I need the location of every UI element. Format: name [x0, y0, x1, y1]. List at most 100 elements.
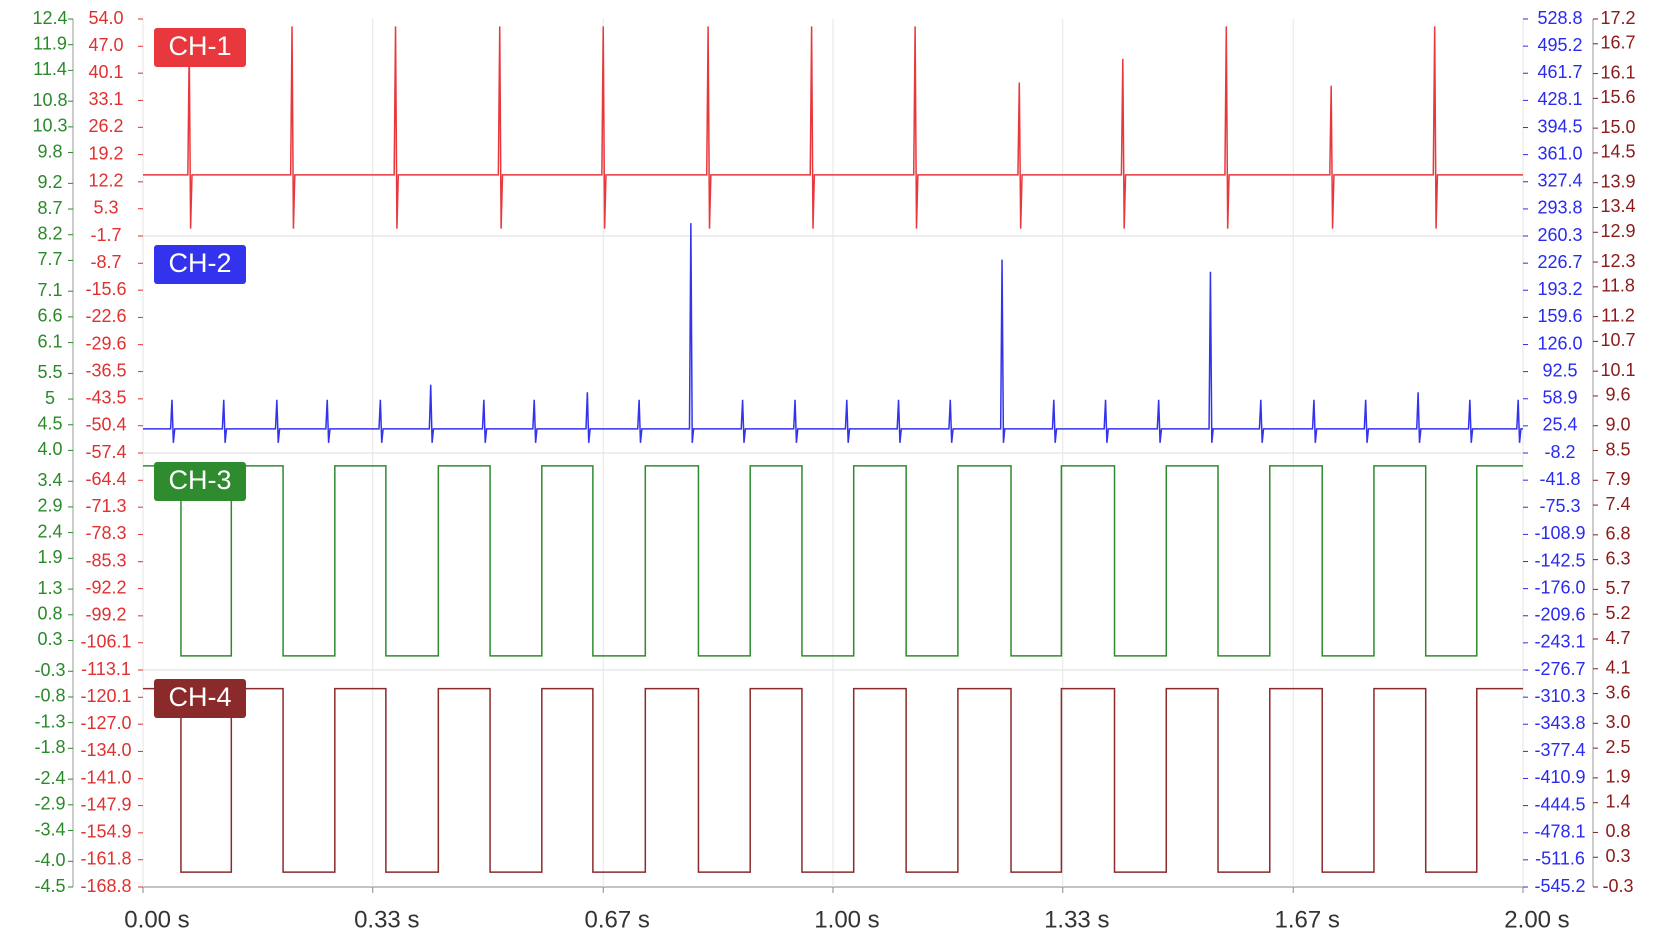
- trace: [143, 687, 1523, 873]
- x-tick-label: 0.67 s: [585, 906, 650, 933]
- channel-badge: [154, 462, 246, 501]
- y-tick-label: 1.4: [1605, 791, 1630, 811]
- y-tick-label: -43.5: [85, 388, 126, 408]
- y-tick-label: 11.8: [1601, 276, 1635, 296]
- y-tick-label: 461.7: [1537, 62, 1582, 82]
- y-tick-label: 2.5: [1605, 737, 1630, 757]
- y-tick-label: -71.3: [85, 496, 126, 516]
- y-tick-label: -154.9: [80, 822, 131, 842]
- y-tick-label: 159.6: [1537, 306, 1582, 326]
- labels: 0.00 s 0.33 s 0.67 s 1.00 s 1.33 s 1.67 s 2.00…: [32, 8, 1635, 933]
- y-tick-label: -545.2: [1534, 876, 1585, 896]
- y-tick-label: 4.1: [1605, 658, 1630, 678]
- y-tick-label: 8.7: [37, 198, 62, 218]
- y-tick-label: -8.7: [90, 252, 121, 272]
- y-tick-label: 0.8: [1605, 821, 1630, 841]
- y-tick-label: 12.3: [1600, 251, 1635, 271]
- y-tick-label: 7.4: [1605, 494, 1630, 514]
- y-tick-label: 12.2: [88, 171, 123, 191]
- y-tick-label: 6.8: [1605, 524, 1630, 544]
- y-tick-label: 260.3: [1537, 225, 1582, 245]
- y-tick-label: 15.6: [1600, 87, 1635, 107]
- y-tick-label: 3.4: [37, 470, 62, 490]
- y-tick-label: -0.3: [34, 660, 65, 680]
- channel-badge: [154, 679, 246, 718]
- y-tick-label: 428.1: [1537, 89, 1582, 109]
- y-tick-label: -141.0: [80, 767, 131, 787]
- y-tick-label: -108.9: [1534, 523, 1585, 543]
- y-tick-label: 26.2: [88, 116, 123, 136]
- y-tick-label: 0.3: [37, 629, 62, 649]
- y-tick-label: 9.0: [1605, 414, 1630, 434]
- y-tick-label: 12.4: [32, 8, 67, 28]
- y-tick-label: -50.4: [85, 414, 126, 434]
- y-tick-label: 16.1: [1600, 62, 1635, 82]
- y-tick-label: 6.3: [1605, 548, 1630, 568]
- x-tick-label: 1.33 s: [1044, 906, 1109, 933]
- y-tick-label: -1.8: [34, 737, 65, 757]
- y-tick-label: -168.8: [80, 876, 131, 896]
- y-tick-label: 11.9: [33, 33, 67, 53]
- y-tick-label: 16.7: [1600, 33, 1635, 53]
- y-tick-label: -106.1: [80, 631, 131, 651]
- y-tick-label: 5.5: [37, 362, 62, 382]
- y-tick-label: 19.2: [88, 143, 123, 163]
- y-tick-label: -134.0: [80, 740, 131, 760]
- y-tick-label: 1.9: [37, 547, 62, 567]
- y-tick-label: 6.1: [37, 331, 62, 351]
- y-tick-label: -92.2: [85, 577, 126, 597]
- y-tick-label: 25.4: [1542, 415, 1577, 435]
- y-tick-label: -78.3: [85, 523, 126, 543]
- y-tick-label: -142.5: [1534, 550, 1585, 570]
- y-tick-label: 5.2: [1605, 603, 1630, 623]
- y-tick-label: 54.0: [88, 8, 123, 28]
- x-tick-label: 2.00 s: [1504, 906, 1569, 933]
- y-tick-label: -120.1: [80, 686, 131, 706]
- y-tick-label: -99.2: [85, 605, 126, 625]
- y-tick-label: 10.7: [1600, 330, 1635, 350]
- y-tick-label: 2.4: [37, 521, 62, 541]
- y-tick-label: 528.8: [1537, 8, 1582, 28]
- y-tick-label: 40.1: [88, 62, 123, 82]
- y-tick-label: 6.6: [37, 306, 62, 326]
- y-tick-label: -36.5: [85, 360, 126, 380]
- y-tick-label: -276.7: [1534, 659, 1585, 679]
- y-tick-label: 47.0: [88, 35, 123, 55]
- y-tick-label: 92.5: [1542, 360, 1577, 380]
- y-tick-label: 3.0: [1605, 712, 1630, 732]
- y-tick-label: 3.6: [1605, 682, 1630, 702]
- y-tick-label: -113.1: [81, 659, 131, 679]
- y-tick-label: -410.9: [1534, 767, 1585, 787]
- y-tick-label: 10.8: [32, 90, 67, 110]
- y-tick-label: 293.8: [1537, 198, 1582, 218]
- y-tick-label: -161.8: [80, 848, 131, 868]
- y-tick-label: -310.3: [1534, 686, 1585, 706]
- y-tick-label: 8.5: [1605, 439, 1630, 459]
- y-tick-label: 126.0: [1537, 333, 1582, 353]
- y-tick-label: -127.0: [80, 713, 131, 733]
- y-tick-label: 8.2: [37, 223, 62, 243]
- y-tick-label: 1.9: [1605, 767, 1630, 787]
- channel-badge: [154, 28, 246, 67]
- y-tick-label: -0.8: [34, 686, 65, 706]
- y-tick-label: 17.2: [1600, 8, 1635, 28]
- y-tick-label: 5: [45, 388, 55, 408]
- y-tick-label: 394.5: [1537, 116, 1582, 136]
- y-tick-label: 12.9: [1600, 221, 1635, 241]
- y-tick-label: -41.8: [1539, 469, 1580, 489]
- y-tick-label: 13.4: [1600, 196, 1635, 216]
- y-tick-label: 11.2: [1601, 305, 1635, 325]
- y-tick-label: -377.4: [1534, 740, 1585, 760]
- x-tick-label: 1.00 s: [814, 906, 879, 933]
- y-tick-label: 4.5: [37, 414, 62, 434]
- y-tick-label: 495.2: [1537, 35, 1582, 55]
- y-tick-label: -444.5: [1534, 794, 1585, 814]
- y-tick-label: -4.0: [34, 850, 65, 870]
- channel-label: CH-4: [168, 682, 231, 712]
- y-tick-label: 7.9: [1605, 469, 1630, 489]
- y-tick-label: -3.4: [34, 819, 65, 839]
- y-tick-label: -343.8: [1534, 713, 1585, 733]
- y-tick-label: -4.5: [34, 876, 65, 896]
